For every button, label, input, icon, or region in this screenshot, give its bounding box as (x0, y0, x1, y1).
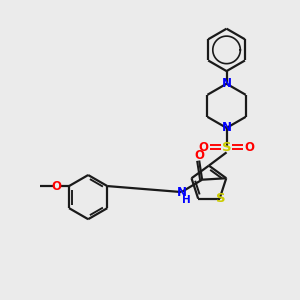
Text: N: N (222, 77, 232, 90)
Text: O: O (194, 149, 204, 162)
Text: O: O (199, 141, 208, 154)
Text: N: N (176, 186, 187, 199)
Text: O: O (52, 180, 62, 193)
Text: O: O (244, 141, 254, 154)
Text: S: S (216, 192, 226, 205)
Text: N: N (222, 122, 232, 134)
Text: S: S (222, 141, 231, 154)
Text: H: H (182, 195, 191, 205)
